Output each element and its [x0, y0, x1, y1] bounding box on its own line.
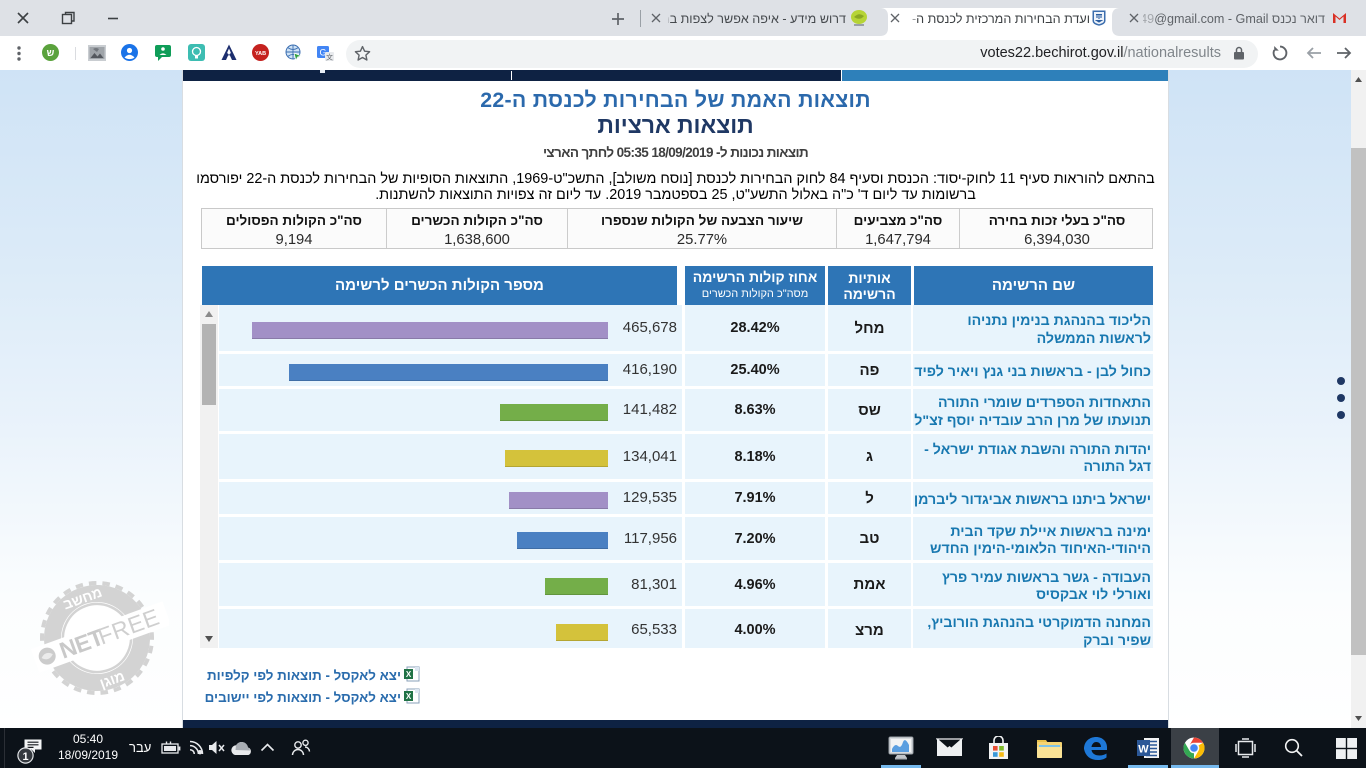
svg-text:1: 1 [22, 751, 28, 763]
svg-text:G: G [319, 48, 326, 58]
svg-text:W: W [1138, 744, 1149, 756]
svg-text:文: 文 [326, 53, 333, 62]
svg-text:X: X [406, 692, 412, 701]
svg-text:YAB: YAB [255, 51, 266, 57]
svg-text:ש: ש [47, 48, 55, 59]
svg-text:X: X [406, 670, 412, 679]
